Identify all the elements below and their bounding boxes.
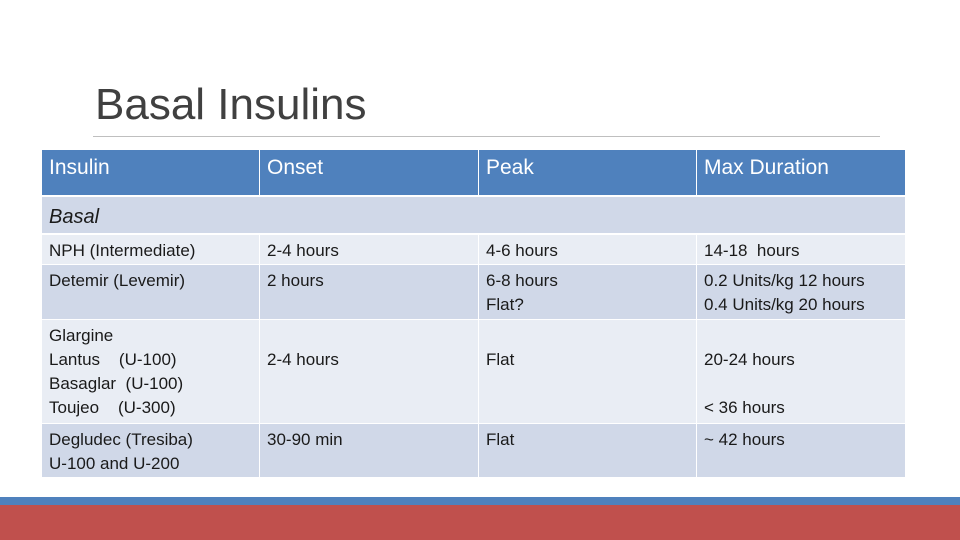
table-cell: Glargine Lantus (U-100) Basaglar (U-100) To… xyxy=(42,320,259,423)
table-cell: 14-18 hours xyxy=(697,235,905,264)
header-cell: Onset xyxy=(260,150,478,195)
cell-line: Detemir (Levemir) xyxy=(49,271,186,290)
cell-line: Peak xyxy=(486,156,534,179)
cell-line: Flat xyxy=(486,430,515,449)
table-cell: Detemir (Levemir) xyxy=(42,265,259,319)
table-cell: Degludec (Tresiba) U-100 and U-200 xyxy=(42,424,259,477)
cell-line: Flat xyxy=(486,350,515,369)
header-cell: Peak xyxy=(479,150,696,195)
cell-line: U-100 and U-200 xyxy=(49,454,180,473)
cell-line: Lantus (U-100) xyxy=(49,350,177,369)
cell-line: 2-4 hours xyxy=(267,350,339,369)
cell-line: 4-6 hours xyxy=(486,241,558,260)
cell-line: 2 hours xyxy=(267,271,324,290)
table-cell: NPH (Intermediate) xyxy=(42,235,259,264)
cell-line: Max Duration xyxy=(704,156,829,179)
table-cell: 4-6 hours xyxy=(479,235,696,264)
cell-line: 0.2 Units/kg 12 hours xyxy=(704,271,865,290)
table-cell: ~ 42 hours xyxy=(697,424,905,477)
table-cell: 30-90 min xyxy=(260,424,478,477)
footer-band xyxy=(0,497,960,505)
cell-line: Toujeo (U-300) xyxy=(49,398,176,417)
cell-line: 2-4 hours xyxy=(267,241,339,260)
cell-line: Flat? xyxy=(486,295,524,314)
cell-line: Basal xyxy=(49,206,100,228)
header-cell: Insulin xyxy=(42,150,259,195)
table-cell: Flat xyxy=(479,424,696,477)
cell-line: < 36 hours xyxy=(704,398,785,417)
title-rule xyxy=(93,136,880,137)
cell-line: 0.4 Units/kg 20 hours xyxy=(704,295,865,314)
table-cell: 20-24 hours < 36 hours xyxy=(697,320,905,423)
cell-line: Insulin xyxy=(49,156,110,179)
slide-title: Basal Insulins xyxy=(95,80,367,129)
table-cell: 6-8 hours Flat? xyxy=(479,265,696,319)
cell-line: ~ 42 hours xyxy=(704,430,785,449)
section-cell: Basal xyxy=(42,197,905,233)
cell-line: 30-90 min xyxy=(267,430,343,449)
cell-line: Glargine xyxy=(49,326,114,345)
cell-line: NPH (Intermediate) xyxy=(49,241,196,260)
table-cell: 2-4 hours xyxy=(260,320,478,423)
cell-line: Degludec (Tresiba) xyxy=(49,430,193,449)
table-cell: 0.2 Units/kg 12 hours 0.4 Units/kg 20 hou… xyxy=(697,265,905,319)
cell-line: 14-18 hours xyxy=(704,241,800,260)
header-cell: Max Duration xyxy=(697,150,905,195)
cell-line: Basaglar (U-100) xyxy=(49,374,184,393)
table-cell: Flat xyxy=(479,320,696,423)
table-cell: 2 hours xyxy=(260,265,478,319)
cell-line: 6-8 hours xyxy=(486,271,558,290)
table-cell: 2-4 hours xyxy=(260,235,478,264)
footer-band xyxy=(0,505,960,540)
cell-line: Onset xyxy=(267,156,324,179)
cell-line: 20-24 hours xyxy=(704,350,795,369)
